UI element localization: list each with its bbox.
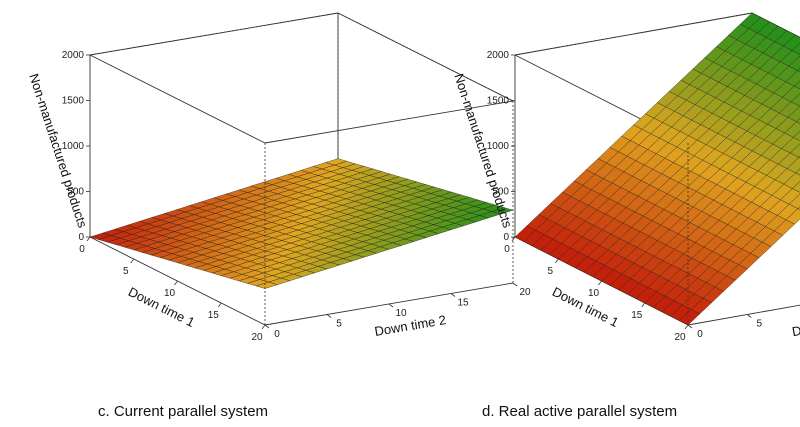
y-tick-label: 10 (395, 308, 407, 319)
x-tick-mark (86, 236, 91, 242)
y-tick-label: 5 (756, 319, 762, 330)
z-tick-label: 0 (503, 232, 509, 243)
y-tick-mark (388, 303, 394, 308)
z-tick-label: 500 (492, 187, 509, 198)
x-tick-mark (511, 236, 516, 242)
x-tick-label: 0 (79, 244, 85, 255)
surface (514, 12, 800, 326)
y-axis-label: Down time 2 (791, 312, 800, 339)
y-tick-label: 15 (457, 298, 469, 309)
surface (89, 158, 514, 289)
surface-facet (796, 118, 800, 124)
y-tick-mark (326, 314, 332, 318)
y-tick-mark (264, 324, 270, 329)
x-tick-mark (217, 302, 222, 308)
y-tick-label: 0 (274, 329, 280, 340)
x-tick-mark (261, 324, 266, 330)
surface-facet (797, 68, 800, 73)
caption-current-parallel-system: c. Current parallel system (98, 403, 269, 420)
surface-facet (797, 206, 800, 210)
x-axis-label: Down time 1 (126, 284, 197, 330)
z-tick-label: 2000 (62, 50, 85, 61)
x-tick-label: 15 (631, 310, 643, 321)
box-edge (89, 54, 266, 144)
z-tick-label: 0 (78, 232, 84, 243)
x-tick-label: 5 (123, 266, 129, 277)
surface-plot-current-parallel: 0 500 1000 1500 2000 0 5 10 15 20 0 5 10 15 20 Down tim… (26, 12, 531, 343)
caption-real-active-parallel-system: d. Real active parallel system (482, 403, 678, 420)
x-tick-mark (174, 280, 178, 286)
x-tick-label: 20 (251, 332, 263, 343)
y-tick-label: 20 (519, 287, 531, 298)
bounding-box (89, 12, 514, 326)
y-tick-mark (512, 282, 518, 287)
z-tick-label: 2000 (487, 50, 510, 61)
x-tick-label: 5 (547, 266, 553, 277)
z-tick-label: 500 (67, 187, 84, 198)
box-edge-hidden (89, 12, 339, 56)
box-edge (687, 304, 800, 326)
z-tick-label: 1000 (487, 141, 510, 152)
x-tick-mark (641, 302, 646, 308)
x-tick-label: 20 (674, 332, 686, 343)
z-tick-label: 1500 (62, 96, 85, 107)
box-edge-hidden (514, 12, 753, 56)
x-tick-label: 10 (588, 288, 600, 299)
surface-facet (793, 80, 800, 90)
surface-facet (679, 309, 701, 326)
x-tick-mark (684, 324, 689, 330)
z-tick-label: 1000 (62, 141, 85, 152)
x-tick-mark (554, 258, 559, 264)
x-tick-mark (130, 258, 135, 264)
x-tick-label: 10 (164, 288, 176, 299)
surface-facet (795, 168, 800, 176)
box-edge (264, 100, 514, 144)
y-tick-mark (747, 314, 752, 318)
y-tick-label: 0 (697, 329, 703, 340)
y-tick-mark (687, 324, 693, 329)
y-axis-label: Down time 2 (373, 312, 447, 339)
y-tick-mark (450, 293, 456, 297)
x-tick-label: 15 (208, 310, 220, 321)
x-axis-label: Down time 1 (550, 284, 621, 330)
box-edge-hidden (337, 12, 514, 102)
x-tick-mark (598, 280, 602, 286)
y-tick-label: 5 (336, 319, 342, 330)
surface-facet (255, 281, 278, 289)
z-tick-label: 1500 (487, 96, 510, 107)
x-tick-label: 0 (504, 244, 510, 255)
